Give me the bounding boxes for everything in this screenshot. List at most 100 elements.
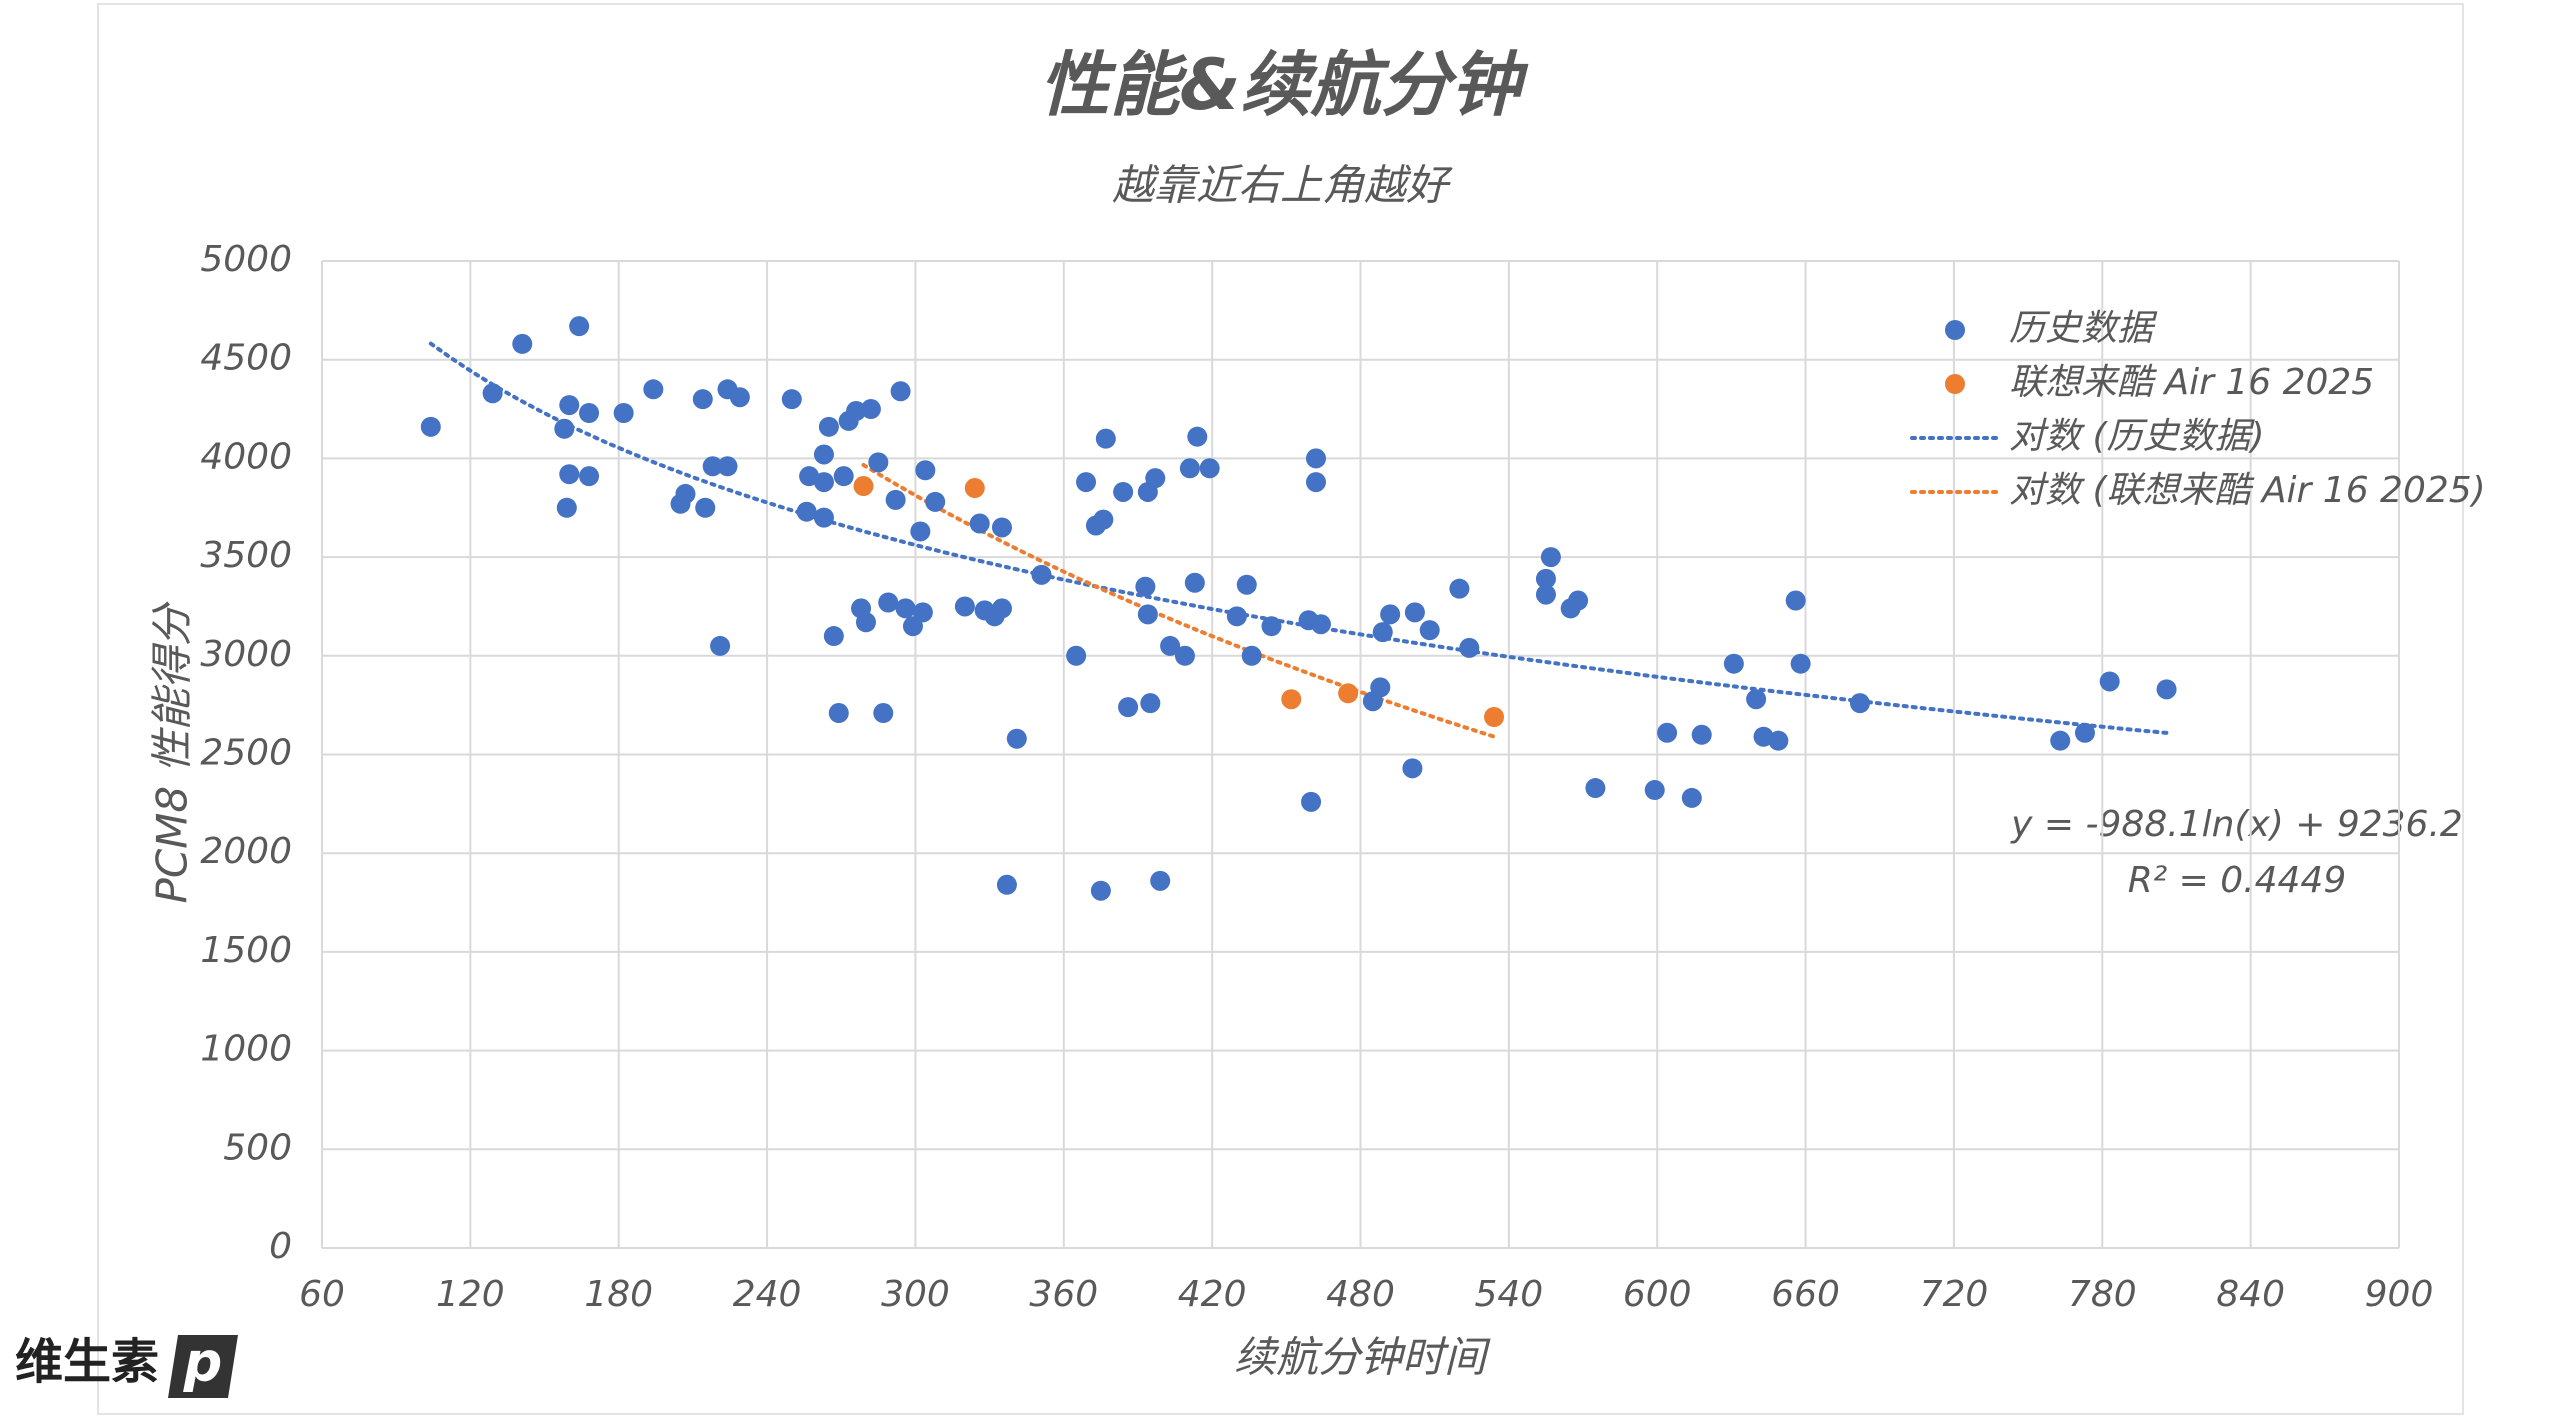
data-point bbox=[781, 389, 802, 410]
data-point bbox=[796, 501, 817, 522]
chart-title: 性能&续航分钟 bbox=[1039, 44, 1529, 126]
data-point bbox=[1174, 645, 1195, 666]
data-point bbox=[1768, 730, 1789, 751]
data-point bbox=[1305, 448, 1326, 469]
data-point bbox=[1226, 606, 1247, 627]
data-point bbox=[579, 466, 600, 487]
data-point bbox=[559, 464, 580, 485]
data-point bbox=[1066, 645, 1087, 666]
data-point bbox=[1681, 787, 1702, 808]
y-tick-label: 3500 bbox=[200, 535, 292, 576]
x-tick-label: 60 bbox=[299, 1274, 345, 1315]
data-point bbox=[1585, 778, 1606, 799]
data-point bbox=[885, 489, 906, 510]
data-point bbox=[1140, 693, 1161, 714]
data-point bbox=[846, 401, 867, 422]
data-point bbox=[1095, 428, 1116, 449]
data-point bbox=[420, 416, 441, 437]
y-tick-label: 0 bbox=[269, 1226, 292, 1267]
data-point bbox=[813, 507, 834, 528]
data-point bbox=[1723, 653, 1744, 674]
x-tick-label: 240 bbox=[733, 1274, 802, 1315]
data-point bbox=[1281, 689, 1302, 710]
data-point bbox=[860, 399, 881, 420]
data-point bbox=[1184, 572, 1205, 593]
data-point bbox=[1113, 481, 1134, 502]
data-point bbox=[1535, 568, 1556, 589]
data-point bbox=[828, 703, 849, 724]
x-tick-label: 540 bbox=[1474, 1274, 1543, 1315]
data-point bbox=[1160, 635, 1181, 656]
legend-label: 历史数据 bbox=[2009, 308, 2158, 349]
data-point bbox=[1236, 574, 1257, 595]
data-point bbox=[1145, 468, 1166, 489]
data-point bbox=[1402, 758, 1423, 779]
y-axis-title: PCM8 性能得分 bbox=[148, 601, 197, 904]
data-point bbox=[1644, 780, 1665, 801]
data-point bbox=[1372, 622, 1393, 643]
data-point bbox=[969, 513, 990, 534]
data-point bbox=[1370, 677, 1391, 698]
legend-marker bbox=[1945, 320, 1965, 340]
data-point bbox=[1849, 693, 1870, 714]
data-point bbox=[954, 596, 975, 617]
legend-label: 联想来酷 Air 16 2025 bbox=[2009, 362, 2374, 403]
data-point bbox=[853, 476, 874, 497]
x-axis-title: 续航分钟时间 bbox=[1234, 1333, 1491, 1382]
data-point bbox=[1785, 590, 1806, 611]
data-point bbox=[559, 395, 580, 416]
trend-r-squared: R² = 0.4449 bbox=[2128, 860, 2346, 901]
data-point bbox=[902, 616, 923, 637]
data-point bbox=[2099, 671, 2120, 692]
data-point bbox=[890, 381, 911, 402]
x-tick-label: 900 bbox=[2365, 1274, 2434, 1315]
legend-label: 对数 (历史数据) bbox=[2009, 416, 2265, 457]
data-point bbox=[1657, 722, 1678, 743]
data-point bbox=[2050, 730, 2071, 751]
data-point bbox=[1118, 697, 1139, 718]
data-point bbox=[823, 626, 844, 647]
trend-equation: y = -988.1ln(x) + 9236.2 bbox=[2010, 804, 2463, 845]
x-tick-label: 600 bbox=[1623, 1274, 1692, 1315]
data-point bbox=[702, 456, 723, 477]
x-tick-label: 840 bbox=[2216, 1274, 2285, 1315]
y-tick-label: 3000 bbox=[200, 634, 292, 675]
data-point bbox=[1419, 620, 1440, 641]
data-point bbox=[613, 402, 634, 423]
data-point bbox=[1691, 724, 1712, 745]
data-point bbox=[710, 635, 731, 656]
data-point bbox=[717, 456, 738, 477]
x-tick-label: 420 bbox=[1178, 1274, 1247, 1315]
data-point bbox=[512, 333, 533, 354]
data-point bbox=[1484, 706, 1505, 727]
y-tick-label: 2000 bbox=[200, 831, 292, 872]
x-tick-label: 360 bbox=[1029, 1274, 1098, 1315]
data-point bbox=[1150, 870, 1171, 891]
y-tick-label: 500 bbox=[223, 1127, 292, 1168]
data-point bbox=[692, 389, 713, 410]
data-point bbox=[813, 472, 834, 493]
data-point bbox=[1305, 472, 1326, 493]
data-point bbox=[643, 379, 664, 400]
data-point bbox=[1187, 426, 1208, 447]
data-point bbox=[964, 478, 985, 499]
logo-badge bbox=[168, 1335, 238, 1398]
data-point bbox=[1090, 880, 1111, 901]
data-point bbox=[1535, 584, 1556, 605]
y-tick-label: 4500 bbox=[200, 338, 292, 379]
data-point bbox=[878, 592, 899, 613]
data-point bbox=[1310, 614, 1331, 635]
trendline bbox=[861, 463, 1496, 739]
data-point bbox=[569, 316, 590, 337]
data-point bbox=[1137, 604, 1158, 625]
y-tick-label: 2500 bbox=[200, 733, 292, 774]
legend-marker bbox=[1945, 374, 1965, 394]
y-tick-label: 5000 bbox=[200, 239, 292, 280]
data-point bbox=[1199, 458, 1220, 479]
data-point bbox=[1241, 645, 1262, 666]
trendline bbox=[428, 341, 2169, 735]
x-tick-label: 480 bbox=[1326, 1274, 1395, 1315]
data-point bbox=[1261, 616, 1282, 637]
legend-label: 对数 (联想来酷 Air 16 2025) bbox=[2009, 470, 2486, 511]
